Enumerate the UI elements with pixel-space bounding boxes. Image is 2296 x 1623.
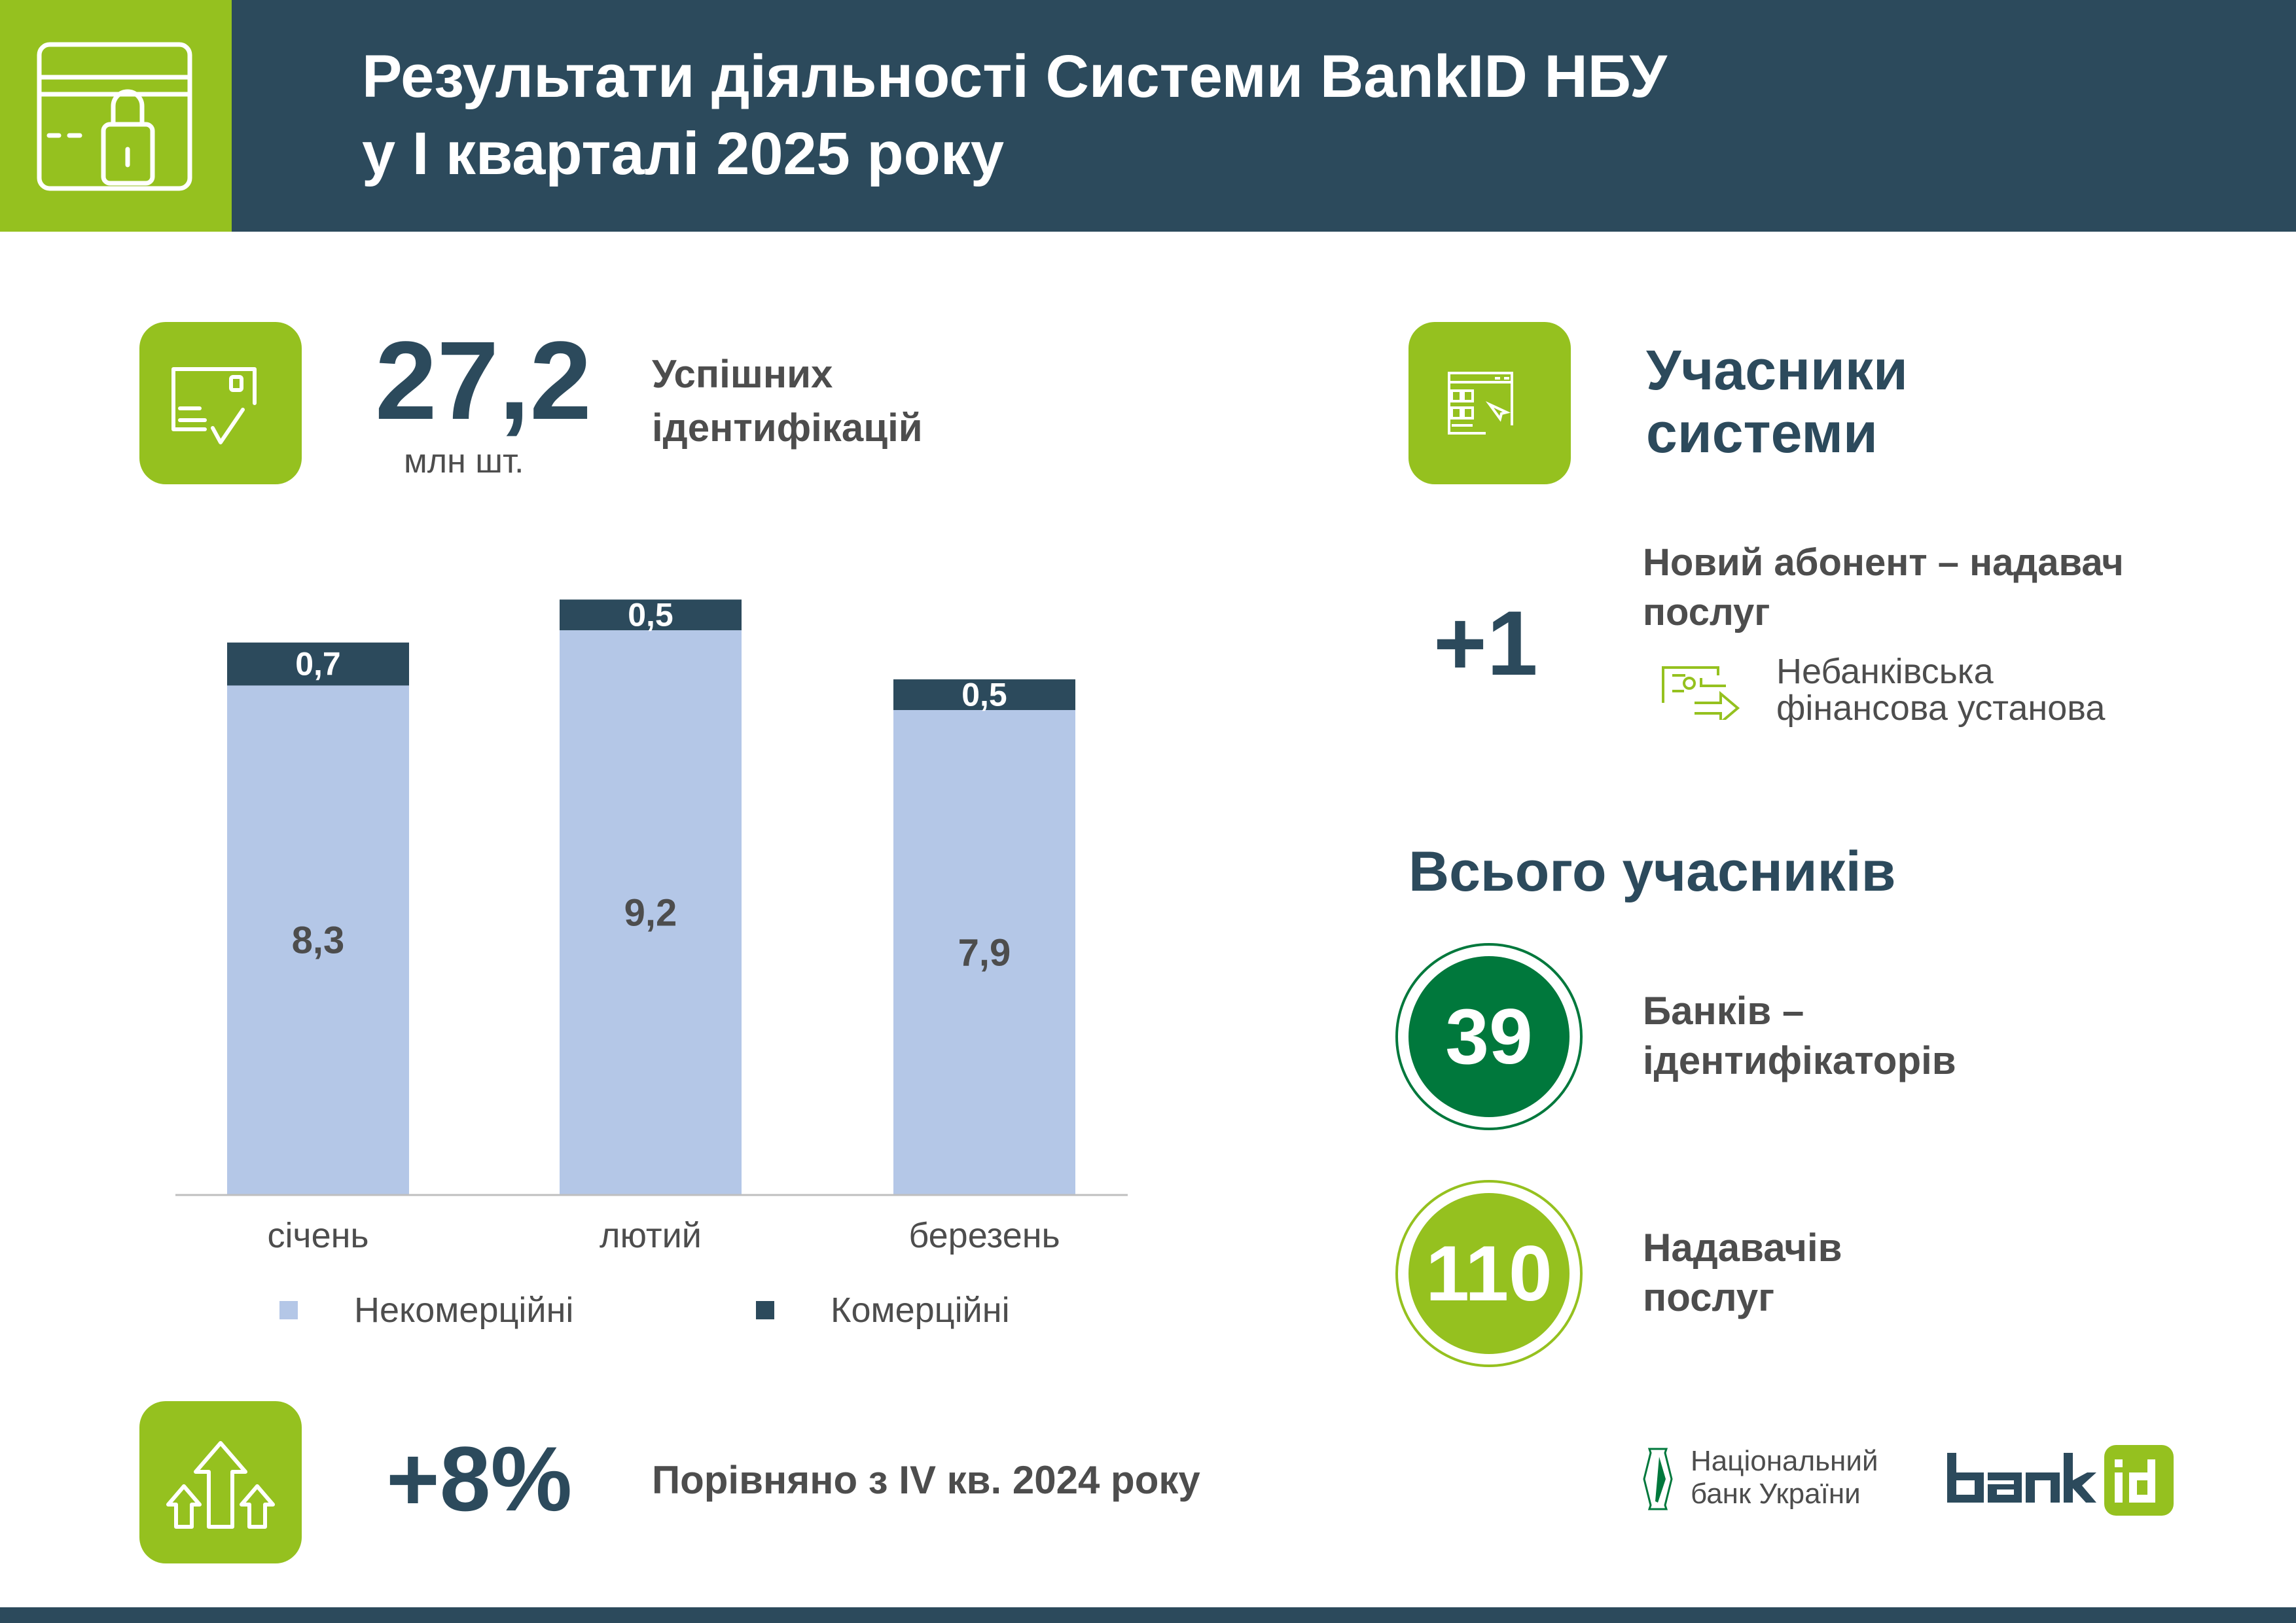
- banks-count: 39: [1408, 956, 1570, 1117]
- participants-heading-line1: Учасники: [1646, 339, 1908, 402]
- bar-value-label: 9,2: [624, 892, 677, 935]
- x-tick-label: березень: [908, 1216, 1060, 1255]
- providers-label-line2: послуг: [1643, 1275, 1775, 1319]
- new-participant-label-line2: послуг: [1643, 591, 1770, 633]
- identifications-value: 27,2: [375, 319, 592, 443]
- page-title-line1: Результати діяльності Системи BankID НБУ: [362, 43, 1667, 110]
- card-lock-icon: [37, 42, 192, 191]
- providers-count: 110: [1408, 1193, 1570, 1354]
- nbu-logo-line1: Національний: [1691, 1445, 1878, 1477]
- banks-label-line2: ідентифікаторів: [1643, 1039, 1956, 1082]
- legend-swatch: [756, 1301, 774, 1319]
- x-tick-label: січень: [267, 1216, 368, 1255]
- providers-count-circle: 110: [1395, 1180, 1583, 1367]
- header: [0, 0, 2296, 232]
- nbu-logo-line2: банк України: [1691, 1478, 1861, 1510]
- bar-noncommercial: [560, 630, 742, 1195]
- growth-value: +8%: [386, 1427, 573, 1530]
- footer-bar: [0, 1607, 2296, 1623]
- banks-count-circle: 39: [1395, 943, 1583, 1130]
- identifications-label-line2: ідентифікацій: [652, 406, 923, 450]
- bankid-logo: [1947, 1445, 2174, 1516]
- bar-noncommercial: [893, 709, 1075, 1195]
- bar-value-label: 0,5: [628, 597, 673, 633]
- browser-click-icon: [1448, 372, 1513, 435]
- card-check-icon: [171, 367, 257, 444]
- growth-label: Порівняно з IV кв. 2024 року: [652, 1458, 1200, 1502]
- arrows-up-icon: [166, 1441, 275, 1529]
- legend-label: Некомерційні: [354, 1291, 573, 1330]
- participants-heading-line2: системи: [1646, 402, 1878, 465]
- identifications-icon-box: [139, 322, 302, 484]
- monthly-identifications-chart: 8,3 0,7 січень 9,2 0,5 лютий 7,9 0,5 березень Нек…: [175, 597, 1128, 1330]
- nbu-logo-emblem: [1643, 1448, 1673, 1510]
- bar-commercial: [560, 599, 742, 631]
- legend-swatch: [279, 1301, 298, 1319]
- x-tick-label: лютий: [600, 1216, 702, 1255]
- bar-value-label: 8,3: [292, 919, 345, 962]
- bar-value-label: 0,5: [961, 677, 1007, 713]
- total-participants-heading: Всього учасників: [1408, 840, 1896, 903]
- bar-commercial: [893, 679, 1075, 710]
- new-participant-label-line1: Новий абонент – надавач: [1643, 541, 2124, 584]
- money-exchange-icon: [1662, 666, 1740, 720]
- legend-label: Комерційні: [831, 1291, 1010, 1330]
- header-icon-box: [0, 0, 232, 232]
- page-title-line2: у I кварталі 2025 року: [362, 120, 1005, 187]
- banks-label-line1: Банків –: [1643, 989, 1804, 1033]
- new-participant-count: +1: [1433, 592, 1538, 694]
- bar-value-label: 7,9: [958, 931, 1011, 974]
- new-participant-type-line2: фінансова установа: [1776, 688, 2106, 728]
- identifications-label-line1: Успішних: [652, 352, 833, 396]
- bar-noncommercial: [227, 685, 409, 1195]
- identifications-unit: млн шт.: [404, 442, 524, 480]
- providers-label-line1: Надавачів: [1643, 1226, 1842, 1270]
- bar-commercial: [227, 642, 409, 686]
- participants-icon-box: [1408, 322, 1571, 484]
- new-participant-type-line1: Небанківська: [1776, 652, 1994, 691]
- growth-icon-box: [139, 1401, 302, 1563]
- bar-value-label: 0,7: [295, 646, 341, 683]
